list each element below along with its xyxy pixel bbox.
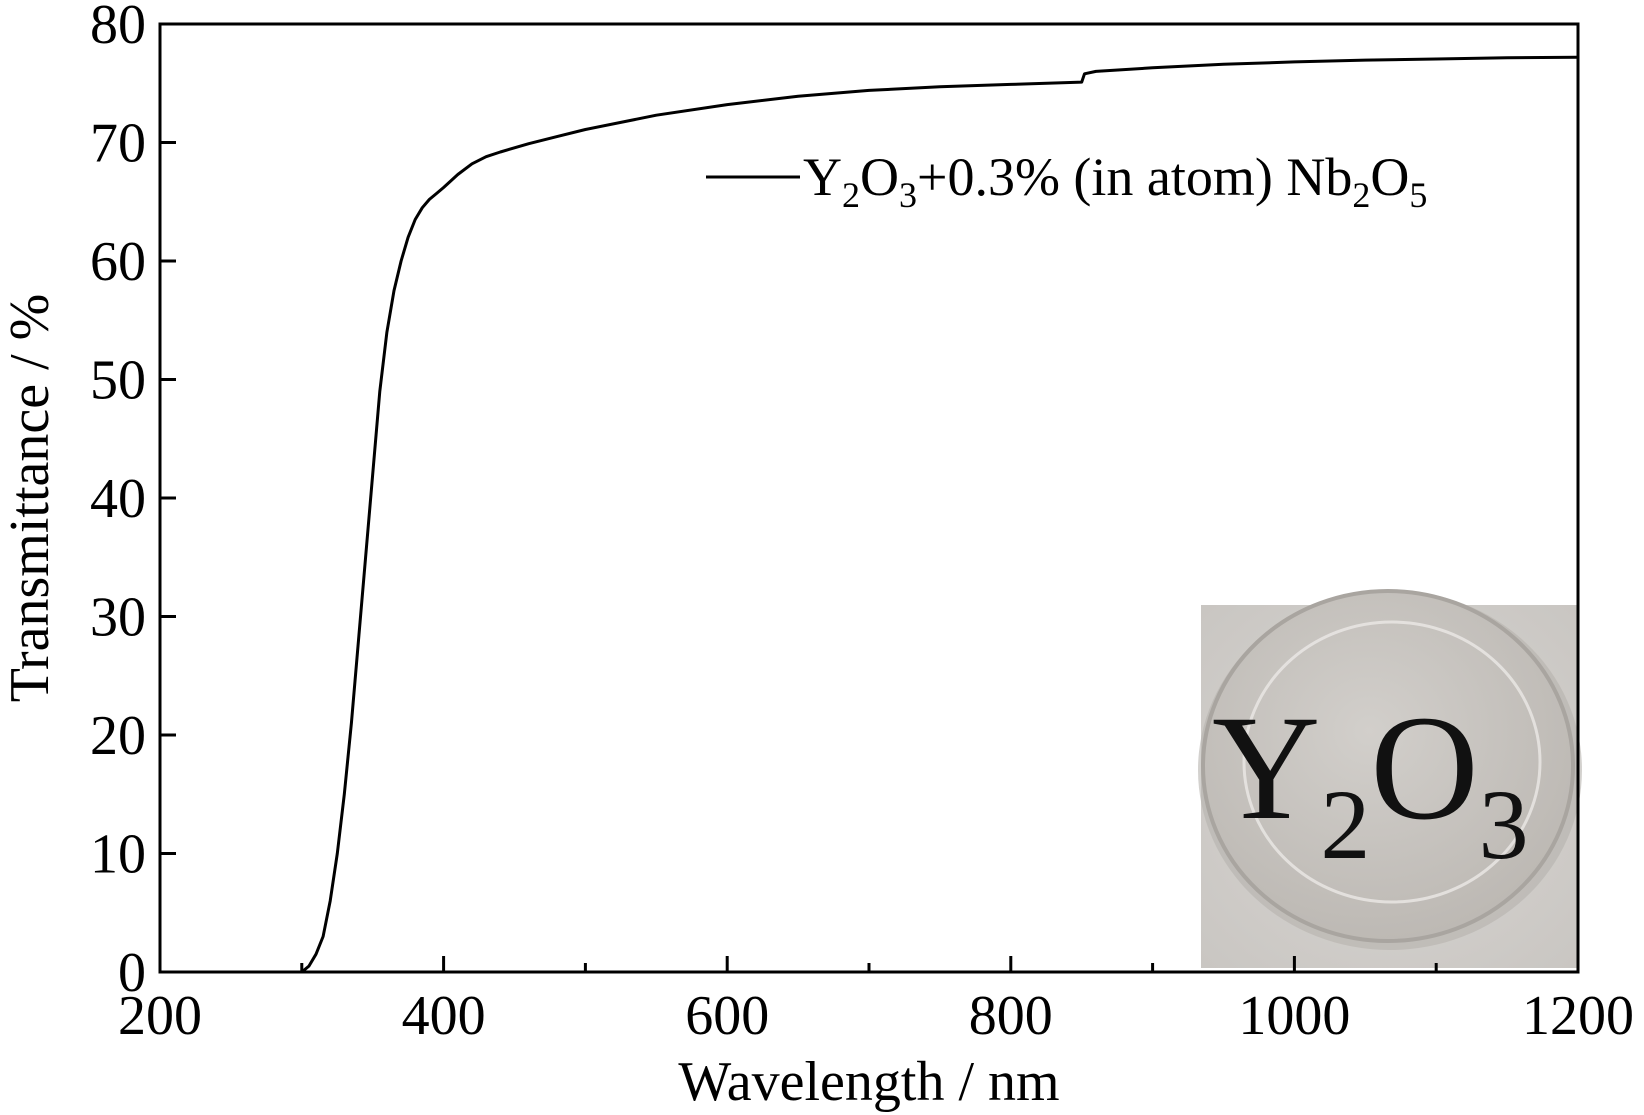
y-tick-label: 30 bbox=[90, 587, 146, 649]
x-axis-title: Wavelength / nm bbox=[678, 1051, 1059, 1113]
x-tick-label: 400 bbox=[402, 985, 486, 1047]
y-tick-label: 10 bbox=[90, 824, 146, 886]
y-tick-label: 0 bbox=[118, 942, 146, 1004]
y-tick-label: 20 bbox=[90, 705, 146, 767]
x-axis-tick-labels: 200 400 600 800 1000 1200 bbox=[118, 985, 1634, 1047]
y-tick-label: 50 bbox=[90, 350, 146, 412]
y-axis-ticks bbox=[160, 22, 176, 974]
x-tick-label: 800 bbox=[969, 985, 1053, 1047]
inset-photo-lettering: Y2O3 bbox=[1212, 685, 1529, 880]
x-tick-label: 600 bbox=[685, 985, 769, 1047]
series-line-y2o3-nb2o5 bbox=[300, 55, 1578, 972]
y-tick-label: 70 bbox=[90, 113, 146, 175]
y-axis-title: Transmittance / % bbox=[0, 294, 61, 703]
legend: Y2O3+0.3% (in atom) Nb2O5 bbox=[706, 147, 1427, 215]
y-tick-label: 40 bbox=[90, 468, 146, 530]
y-tick-label: 80 bbox=[90, 0, 146, 56]
legend-label: Y2O3+0.3% (in atom) Nb2O5 bbox=[803, 147, 1427, 215]
inset-photo: Y2O3 bbox=[1198, 589, 1582, 968]
x-axis-ticks bbox=[158, 956, 1580, 972]
x-tick-label: 200 bbox=[118, 985, 202, 1047]
x-tick-label: 1000 bbox=[1238, 985, 1350, 1047]
y-axis-tick-labels: 0 10 20 30 40 50 60 70 80 bbox=[90, 0, 146, 1004]
x-tick-label: 1200 bbox=[1522, 985, 1634, 1047]
y-tick-label: 60 bbox=[90, 231, 146, 293]
